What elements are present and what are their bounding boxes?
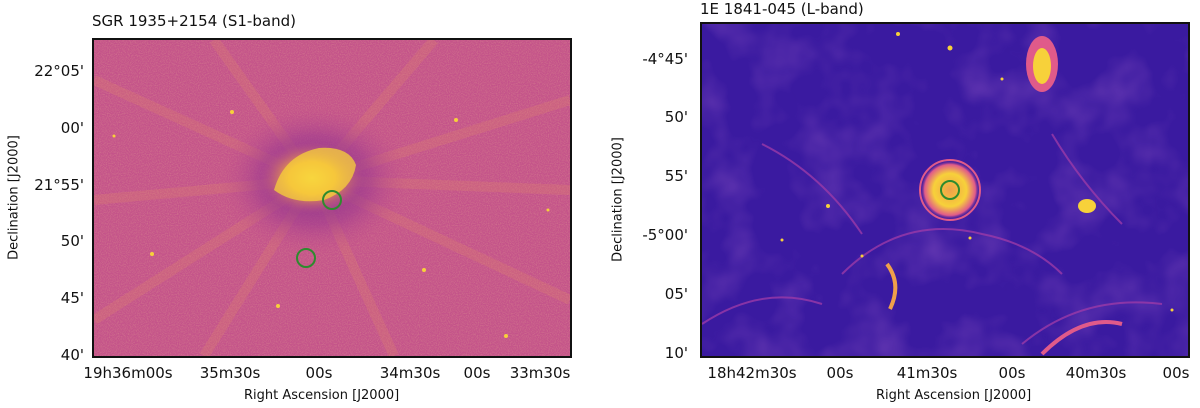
right-ylabel: Declination [J2000] <box>610 137 626 262</box>
left-ytick: 50' <box>60 232 84 250</box>
left-xtick: 34m30s <box>379 364 441 382</box>
right-marker-1 <box>940 180 960 200</box>
right-xtick: 40m30s <box>1065 364 1127 382</box>
right-radio-image <box>702 24 1188 356</box>
right-ytick: 05' <box>664 285 688 303</box>
right-filaments <box>702 133 1163 345</box>
left-xtick: 35m30s <box>199 364 261 382</box>
right-ytick: -5°00' <box>642 226 688 244</box>
left-ytick: 45' <box>60 289 84 307</box>
left-radio-image <box>94 40 570 356</box>
right-image-frame <box>700 22 1190 358</box>
left-xlabel: Right Ascension [J2000] <box>244 388 400 403</box>
right-supernova-remnant <box>920 160 980 220</box>
left-xtick: 19h36m00s <box>83 364 173 382</box>
left-point-sources <box>112 110 550 338</box>
left-ytick: 22°05' <box>34 62 84 80</box>
right-xtick: 00s <box>1162 364 1190 382</box>
right-xtick: 41m30s <box>896 364 958 382</box>
left-ytick: 40' <box>60 346 84 364</box>
right-xtick: 18h42m30s <box>707 364 797 382</box>
left-ylabel: Declination [J2000] <box>6 135 22 260</box>
right-xtick: 00s <box>826 364 854 382</box>
right-ytick: 50' <box>664 108 688 126</box>
right-arc-feature <box>885 262 898 310</box>
right-ytick: -4°45' <box>642 50 688 68</box>
left-ytick: 00' <box>60 119 84 137</box>
right-point-sources <box>780 32 1174 312</box>
left-ytick: 21°55' <box>34 176 84 194</box>
left-xtick: 00s <box>305 364 333 382</box>
left-xtick: 33m30s <box>509 364 571 382</box>
right-ytick: 55' <box>664 167 688 185</box>
left-image-frame <box>92 38 572 358</box>
right-xtick: 00s <box>998 364 1026 382</box>
left-xtick: 00s <box>463 364 491 382</box>
right-xlabel: Right Ascension [J2000] <box>876 388 1032 403</box>
left-marker-2 <box>296 248 316 268</box>
left-panel-title: SGR 1935+2154 (S1-band) <box>92 12 296 30</box>
left-marker-1 <box>322 190 342 210</box>
right-ytick: 10' <box>664 344 688 362</box>
right-panel-title: 1E 1841-045 (L-band) <box>700 0 864 18</box>
right-compact-source <box>1078 199 1096 213</box>
